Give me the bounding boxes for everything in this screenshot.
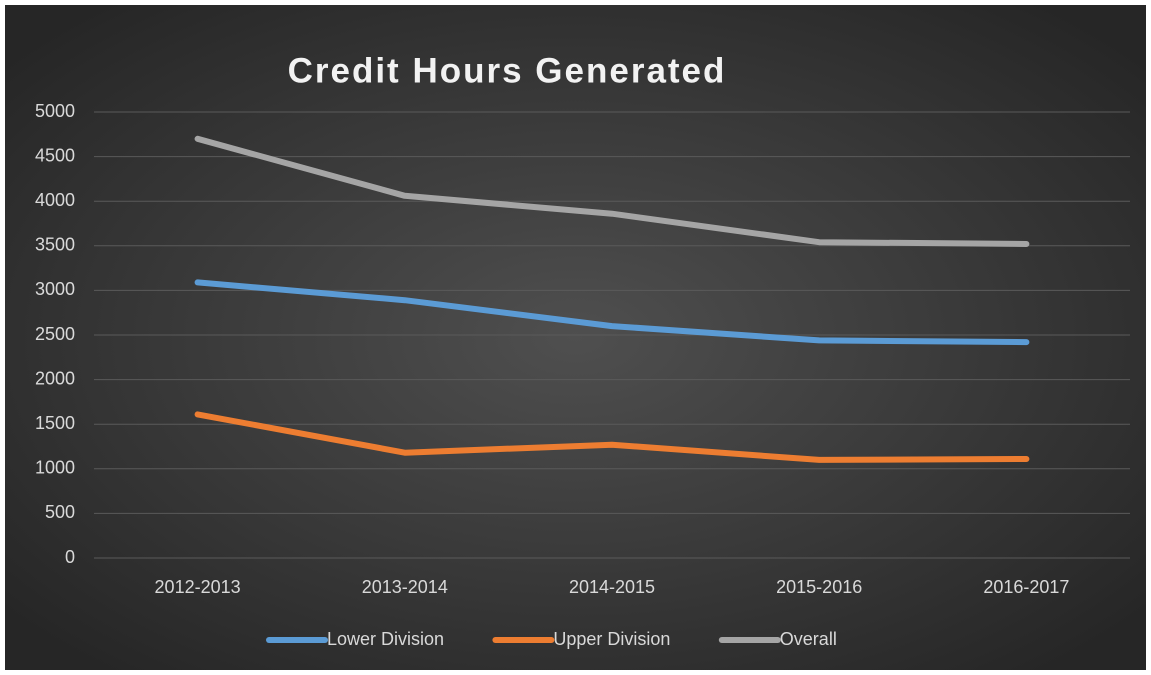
y-tick-label: 1000 <box>35 458 75 478</box>
y-tick-label: 0 <box>65 547 75 567</box>
legend-label: Overall <box>780 629 837 649</box>
x-tick-label: 2012-2013 <box>155 577 241 597</box>
y-tick-label: 4000 <box>35 190 75 210</box>
legend-label: Upper Division <box>553 629 670 649</box>
x-tick-label: 2015-2016 <box>776 577 862 597</box>
y-tick-label: 1500 <box>35 413 75 433</box>
chart-background <box>5 5 1146 670</box>
legend-label: Lower Division <box>327 629 444 649</box>
y-tick-label: 2500 <box>35 324 75 344</box>
line-series <box>194 411 1030 463</box>
y-tick-label: 5000 <box>35 101 75 121</box>
y-tick-label: 4500 <box>35 145 75 165</box>
y-tick-label: 3500 <box>35 235 75 255</box>
line-series <box>194 135 1030 247</box>
y-tick-label: 2000 <box>35 368 75 388</box>
line-series <box>194 279 1030 346</box>
chart-title: Credit Hours Generated <box>288 51 727 90</box>
y-tick-label: 3000 <box>35 279 75 299</box>
x-tick-label: 2016-2017 <box>983 577 1069 597</box>
x-tick-label: 2014-2015 <box>569 577 655 597</box>
y-tick-label: 500 <box>45 502 75 522</box>
x-tick-label: 2013-2014 <box>362 577 448 597</box>
